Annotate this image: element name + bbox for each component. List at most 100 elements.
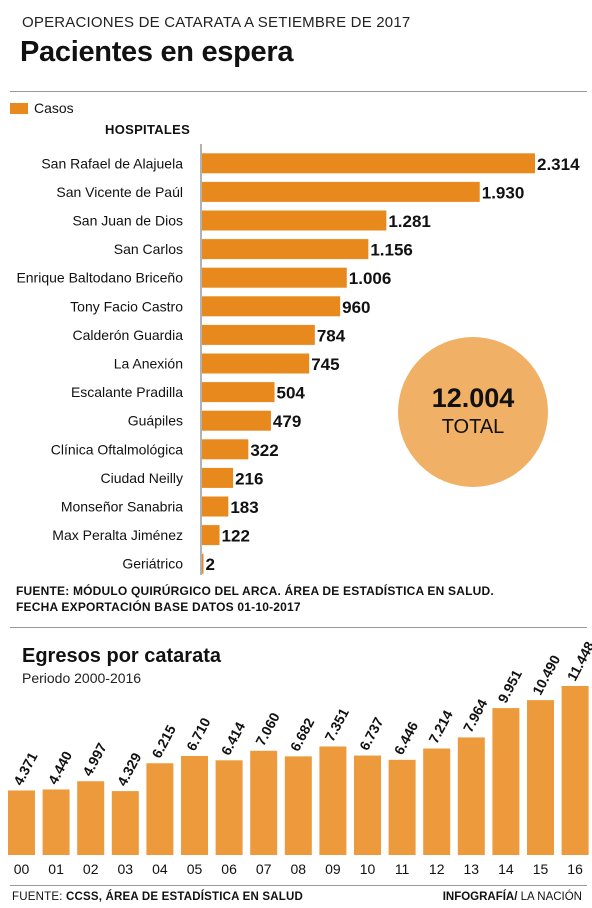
- value-label: 784: [317, 326, 346, 345]
- bar: [77, 781, 105, 855]
- legend: Casos: [10, 100, 74, 116]
- divider: [10, 885, 587, 886]
- category-label: San Carlos: [114, 241, 183, 257]
- bar: [202, 525, 220, 546]
- bar: [202, 353, 310, 374]
- year-tick-label: 16: [567, 861, 583, 877]
- value-label: 6.682: [287, 715, 318, 754]
- bar: [319, 746, 347, 855]
- year-tick-label: 07: [256, 861, 272, 877]
- legend-label: Casos: [34, 100, 74, 116]
- bar: [284, 756, 312, 855]
- total-label: TOTAL: [441, 416, 505, 438]
- category-label: Max Peralta Jiménez: [52, 527, 183, 543]
- category-label: Clínica Oftalmológica: [51, 441, 183, 457]
- chart2-subtitle: Periodo 2000-2016: [22, 670, 142, 686]
- value-label: 1.281: [388, 212, 431, 231]
- year-tick-label: 08: [291, 861, 307, 877]
- footer-credit: INFOGRAFÍA/ LA NACIÓN: [443, 891, 582, 903]
- credit-bold: INFOGRAFÍA/: [442, 891, 518, 903]
- chart-kicker: OPERACIONES DE CATARATA A SETIEMBRE DE 2…: [22, 14, 411, 31]
- footer-source-prefix: FUENTE:: [12, 891, 66, 903]
- year-tick-label: 00: [14, 861, 30, 877]
- bar: [202, 181, 480, 202]
- bar: [423, 748, 451, 855]
- value-label: 1.930: [482, 183, 525, 202]
- value-label: 7.964: [460, 696, 491, 735]
- year-tick-label: 13: [464, 861, 480, 877]
- bar: [202, 382, 275, 403]
- year-tick-label: 03: [118, 861, 134, 877]
- category-label: San Juan de Dios: [72, 213, 183, 229]
- bar: [202, 496, 229, 517]
- value-label: 2: [206, 555, 215, 574]
- category-label: San Rafael de Alajuela: [41, 155, 183, 171]
- category-label: San Vicente de Paúl: [56, 184, 183, 200]
- bar: [202, 210, 387, 231]
- value-label: 4.329: [114, 750, 145, 789]
- bar: [202, 439, 249, 460]
- value-label: 6.737: [356, 714, 387, 753]
- category-label: Enrique Baltodano Briceño: [16, 270, 183, 286]
- value-label: 7.060: [252, 710, 283, 749]
- category-label: Monseñor Sanabria: [61, 499, 183, 515]
- value-label: 4.371: [10, 749, 41, 788]
- category-label: Geriátrico: [122, 556, 183, 572]
- footer-source: FUENTE: CCSS, ÁREA DE ESTADÍSTICA EN SAL…: [12, 891, 303, 903]
- value-label: 4.440: [45, 748, 76, 787]
- value-label: 960: [342, 298, 370, 317]
- credit-rest: LA NACIÓN: [517, 891, 582, 903]
- bar: [202, 153, 535, 174]
- bar: [527, 700, 554, 855]
- value-label: 7.351: [321, 705, 352, 744]
- value-label: 6.446: [391, 719, 422, 758]
- value-label: 122: [222, 527, 250, 546]
- bar: [250, 750, 278, 855]
- year-tick-label: 14: [498, 861, 514, 877]
- bar: [215, 760, 243, 855]
- total-value: 12.004: [431, 383, 515, 413]
- export-date: FECHA EXPORTACIÓN BASE DATOS 01-10-2017: [16, 600, 301, 614]
- value-label: 504: [277, 384, 306, 403]
- value-label: 4.997: [79, 740, 110, 779]
- waiting-patients-bar-chart: San Rafael de Alajuela 2.314 San Vicente d…: [16, 144, 580, 575]
- bar: [202, 467, 234, 488]
- bar: [202, 239, 369, 260]
- year-tick-label: 10: [360, 861, 376, 877]
- value-label: 216: [235, 469, 263, 488]
- category-label: Ciudad Neilly: [101, 470, 183, 486]
- year-tick-label: 11: [395, 861, 410, 877]
- value-label: 322: [250, 441, 278, 460]
- value-label: 1.006: [349, 269, 392, 288]
- chart-title: Pacientes en espera: [20, 36, 294, 68]
- bar: [202, 553, 204, 574]
- bar: [354, 755, 381, 855]
- bar: [561, 686, 589, 855]
- category-label: Guápiles: [128, 413, 183, 429]
- year-tick-label: 15: [533, 861, 549, 877]
- source-text: MÓDULO QUIRÚRGICO DEL ARCA. ÁREA DE ESTA…: [72, 584, 494, 598]
- bar: [202, 324, 315, 345]
- value-label: 1.156: [370, 241, 413, 260]
- value-label: 10.490: [529, 652, 563, 698]
- value-label: 6.215: [148, 722, 179, 761]
- bar: [388, 759, 416, 855]
- category-label: La Anexión: [114, 356, 183, 372]
- bar: [202, 296, 341, 317]
- category-label: Tony Facio Castro: [70, 298, 183, 314]
- value-label: 745: [311, 355, 339, 374]
- value-label: 9.951: [494, 667, 525, 706]
- bar: [457, 737, 485, 855]
- discharges-bar-chart: 4.371 00 4.440 01 4.997 02 4.329 03 6.215 04 6.710…: [8, 640, 592, 877]
- source-line-1: FUENTE: MÓDULO QUIRÚRGICO DEL ARCA. ÁREA…: [16, 584, 494, 598]
- hospitals-header: HOSPITALES: [105, 122, 191, 137]
- bar: [492, 708, 520, 855]
- year-tick-label: 04: [152, 861, 168, 877]
- bar: [202, 410, 271, 431]
- value-label: 183: [230, 498, 258, 517]
- chart2-title: Egresos por catarata: [22, 645, 221, 667]
- divider: [10, 91, 587, 92]
- value-label: 7.214: [425, 707, 456, 746]
- value-label: 6.710: [183, 715, 214, 754]
- year-tick-label: 05: [187, 861, 203, 877]
